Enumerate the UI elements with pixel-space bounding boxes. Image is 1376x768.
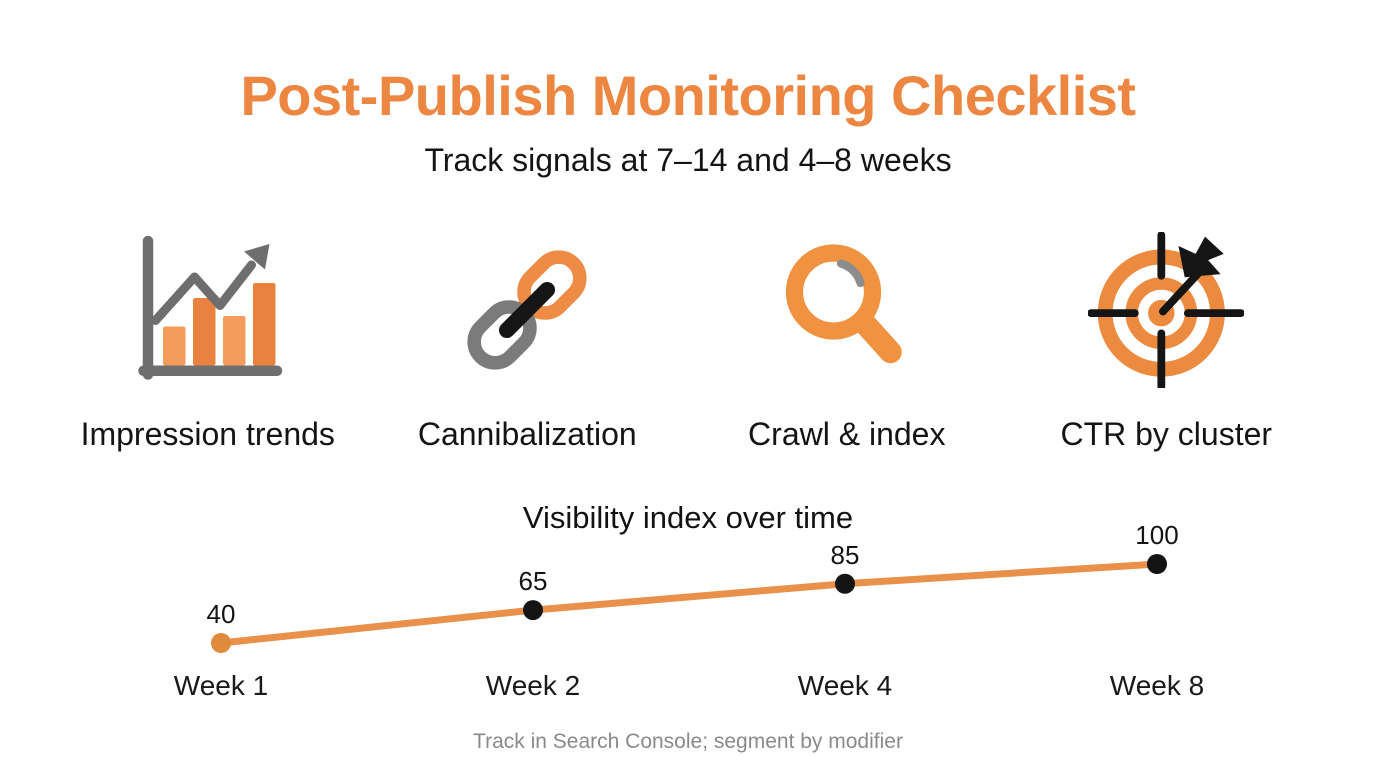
checklist-item-crawl-index: Crawl & index [687, 230, 1007, 453]
trend-arrow-line [150, 260, 256, 325]
data-point-value: 100 [1135, 520, 1178, 550]
dart-fletching [1178, 236, 1224, 278]
checklist-item-label: Impression trends [80, 416, 335, 452]
target-arrow-icon [1088, 232, 1245, 388]
checklist-row: Impression trends Cannibalization [48, 230, 1326, 453]
magnifying-glass-icon [785, 244, 902, 364]
x-tick-label: Week 2 [486, 670, 580, 701]
x-tick-label: Week 1 [174, 670, 268, 701]
chain-connector [499, 281, 556, 339]
lens-glare [836, 259, 865, 288]
trend-arrow-head [243, 244, 270, 270]
bar-2 [192, 298, 216, 366]
bar-1 [162, 326, 186, 366]
chain-links-icon [467, 250, 587, 370]
visibility-line-chart: 40 Week 1 65 Week 2 85 Week 4 100 Week 8 [174, 520, 1204, 701]
checklist-item-cannibalization: Cannibalization [368, 230, 688, 453]
trend-line [217, 560, 1161, 647]
page-subtitle: Track signals at 7–14 and 4–8 weeks [424, 142, 952, 178]
checklist-item-label: Cannibalization [417, 416, 637, 452]
data-point-value: 85 [831, 540, 860, 570]
data-point-value: 40 [207, 599, 236, 629]
bar-4 [252, 283, 276, 366]
bar-3 [222, 316, 246, 366]
data-point [1147, 554, 1167, 574]
x-tick-label: Week 8 [1110, 670, 1204, 701]
chart-title: Visibility index over time [522, 500, 854, 535]
footer-note: Track in Search Console; segment by modi… [473, 730, 903, 753]
lens-handle [852, 310, 902, 364]
checklist-item-impression-trends: Impression trends [48, 230, 368, 453]
checklist-item-label: Crawl & index [748, 416, 946, 452]
checklist-item-label: CTR by cluster [1060, 416, 1273, 452]
checklist-item-ctr-cluster: CTR by cluster [1007, 230, 1327, 453]
bar-chart-trend-icon [138, 235, 282, 380]
data-point [523, 600, 543, 621]
dart-shaft [1159, 265, 1207, 316]
lens-ring [785, 244, 881, 340]
page-title: Post-Publish Monitoring Checklist [240, 64, 1136, 127]
data-point-value: 65 [519, 566, 548, 596]
data-point [211, 633, 231, 653]
data-point [835, 573, 855, 594]
x-tick-label: Week 4 [798, 670, 892, 701]
